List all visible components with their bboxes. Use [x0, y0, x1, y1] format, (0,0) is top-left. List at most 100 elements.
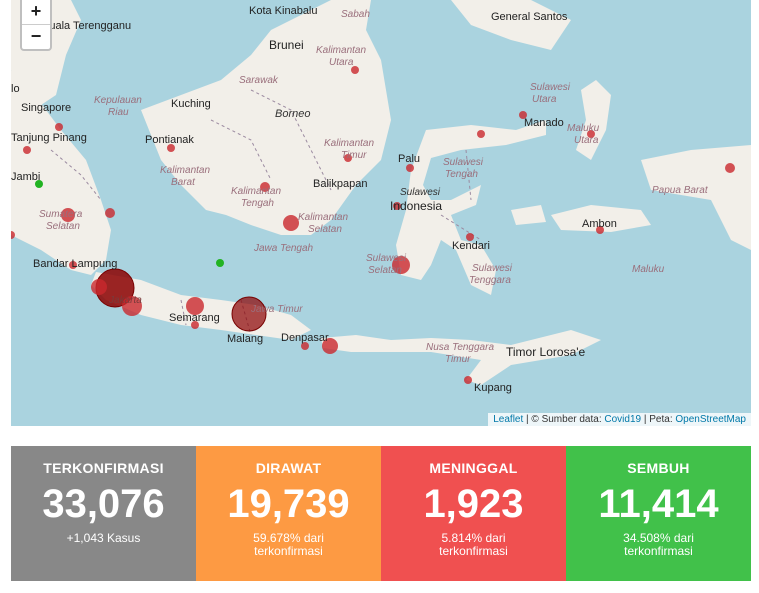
label-maluku-utara-2: Utara — [574, 135, 599, 146]
label-kalimantan-utara-2: Utara — [329, 57, 354, 68]
case-marker-babel — [23, 146, 31, 154]
stat-sub-confirmed: +1,043 Kasus — [66, 531, 141, 545]
label-sabah: Sabah — [341, 9, 370, 20]
label-brunei: Brunei — [269, 38, 304, 52]
label-kalimantan-utara-1: Kalimantan — [316, 45, 367, 56]
land-sumatra — [11, 70, 111, 275]
case-marker-jawa-barat — [122, 296, 142, 316]
case-marker-jawa-tengah — [186, 297, 204, 315]
stat-value-confirmed: 33,076 — [42, 482, 165, 526]
label-denpasar: Denpasar — [281, 332, 329, 344]
label-ntt-1: Nusa Tenggara — [426, 342, 495, 353]
label-kalimantan-tengah-1: Kalimantan — [231, 186, 282, 197]
stat-card-recovered: SEMBUH 11,414 34.508% dari terkonfirmasi — [566, 446, 751, 581]
label-sulawesi-selatan-1: Sulawesi — [366, 253, 407, 264]
map[interactable]: Kota Kinabalu Sabah General Santos Kuala… — [11, 0, 751, 426]
label-jawa-tengah: Jawa Tengah — [254, 243, 314, 254]
label-jawa-timur: Jawa Timur — [251, 304, 303, 315]
label-sulawesi-tengah-1: Sulawesi — [443, 157, 484, 168]
map-tiles — [11, 0, 751, 385]
stat-sub-treated-label: terkonfirmasi — [254, 544, 323, 558]
stat-card-deaths: MENINGGAL 1,923 5.814% dari terkonfirmas… — [381, 446, 566, 581]
openstreetmap-link[interactable]: OpenStreetMap — [675, 414, 746, 425]
stat-value-deaths: 1,923 — [423, 482, 524, 526]
land-mindanao — [451, 0, 571, 50]
label-jambi: Jambi — [11, 171, 41, 183]
label-kuching: Kuching — [171, 98, 211, 110]
label-kalimantan-barat-1: Kalimantan — [160, 165, 211, 176]
label-sulawesi-utara-1: Sulawesi — [530, 82, 571, 93]
case-marker-bengkulu — [105, 208, 115, 218]
label-sulawesi-tengah-2: Tengah — [445, 169, 478, 180]
label-sulawesi-tenggara-1: Sulawesi — [472, 263, 513, 274]
case-marker-maluku — [596, 226, 604, 234]
case-marker-ntb — [322, 338, 338, 354]
zoom-control: + − — [20, 0, 52, 51]
case-marker-lampung — [69, 261, 77, 269]
label-singapore: Singapore — [21, 102, 72, 114]
stat-sub-treated-pct: 59.678% dari — [253, 531, 324, 545]
label-kalimantan-tengah-2: Tengah — [241, 198, 274, 209]
leaflet-link[interactable]: Leaflet — [493, 414, 524, 425]
label-tanjung-pinang: Tanjung Pinang — [11, 132, 87, 144]
covid19-link[interactable]: Covid19 — [604, 414, 642, 425]
label-general-santos: General Santos — [491, 11, 568, 23]
land-borneo — [141, 0, 391, 235]
zoom-out-button[interactable]: − — [22, 24, 50, 49]
stat-sub-recovered-pct: 34.508% dari — [623, 531, 694, 545]
label-sulawesi-selatan-2: Selatan — [368, 265, 402, 276]
label-sulawesi-utara-2: Utara — [532, 94, 557, 105]
label-sulawesi: Sulawesi — [400, 187, 441, 198]
label-borneo: Borneo — [275, 108, 311, 120]
label-balikpapan: Balikpapan — [313, 178, 368, 190]
stat-sub-treated: 59.678% dari terkonfirmasi — [196, 532, 381, 558]
attribution-text-1: | © Sumber data: — [523, 414, 605, 425]
land-sulawesi — [396, 120, 546, 295]
label-kupang: Kupang — [474, 382, 512, 394]
case-marker-kaltara — [351, 66, 359, 74]
label-sumatera-selatan-2: Selatan — [46, 221, 80, 232]
label-indonesia: Indonesia — [390, 199, 443, 213]
stat-card-confirmed: TERKONFIRMASI 33,076 +1,043 Kasus — [11, 446, 196, 581]
label-sumatera-selatan-1: Sumatera — [39, 209, 83, 220]
attribution-text-2: | Peta: — [641, 414, 676, 425]
case-marker-sulut — [519, 111, 527, 119]
label-sulawesi-tenggara-2: Tenggara — [469, 275, 511, 286]
label-kota-kinabalu: Kota Kinabalu — [249, 5, 318, 17]
label-kalimantan-barat-2: Barat — [171, 177, 195, 188]
label-kepulauan-riau-2: Riau — [108, 107, 129, 118]
case-marker-diy — [191, 321, 199, 329]
label-kalimantan-selatan-2: Selatan — [308, 224, 342, 235]
label-kuala-terengganu: Kuala Terengganu — [42, 20, 132, 32]
label-kendari: Kendari — [452, 240, 490, 252]
label-kalimantan-timur-2: Timur — [341, 150, 367, 161]
stat-sub-deaths: 5.814% dari terkonfirmasi — [381, 532, 566, 558]
stat-title-confirmed: TERKONFIRMASI — [43, 460, 164, 476]
map-attribution: Leaflet | © Sumber data: Covid19 | Peta:… — [488, 413, 751, 426]
land-papua — [641, 145, 751, 250]
case-marker-gorontalo — [477, 130, 485, 138]
case-marker-sulteng — [406, 164, 414, 172]
case-marker-sultra — [466, 233, 474, 241]
stat-title-treated: DIRAWAT — [255, 460, 322, 476]
stats-panel: TERKONFIRMASI 33,076 +1,043 Kasus DIRAWA… — [11, 446, 751, 581]
case-marker-kalbar — [167, 144, 175, 152]
zoom-in-button[interactable]: + — [30, 1, 42, 21]
case-marker-kepri — [55, 123, 63, 131]
stat-card-treated: DIRAWAT 19,739 59.678% dari terkonfirmas… — [196, 446, 381, 581]
stat-value-treated: 19,739 — [227, 482, 350, 526]
case-marker-bali — [301, 342, 309, 350]
case-marker-sulsel — [392, 256, 410, 274]
land-nusa-tenggara — [321, 330, 601, 385]
label-semarang: Semarang — [169, 312, 220, 324]
stat-title-deaths: MENINGGAL — [429, 460, 518, 476]
case-marker-west — [11, 231, 15, 239]
land-halmahera — [576, 80, 611, 160]
label-bandar-lampung: Bandar Lampung — [33, 258, 118, 270]
label-palu: Palu — [398, 153, 421, 165]
case-marker-kalteng — [260, 182, 270, 192]
label-manado: Manado — [524, 117, 564, 129]
label-ntt-2: Timur — [445, 354, 471, 365]
case-marker-jawa-timur — [231, 296, 267, 332]
label-stub-1: lo — [11, 83, 20, 95]
